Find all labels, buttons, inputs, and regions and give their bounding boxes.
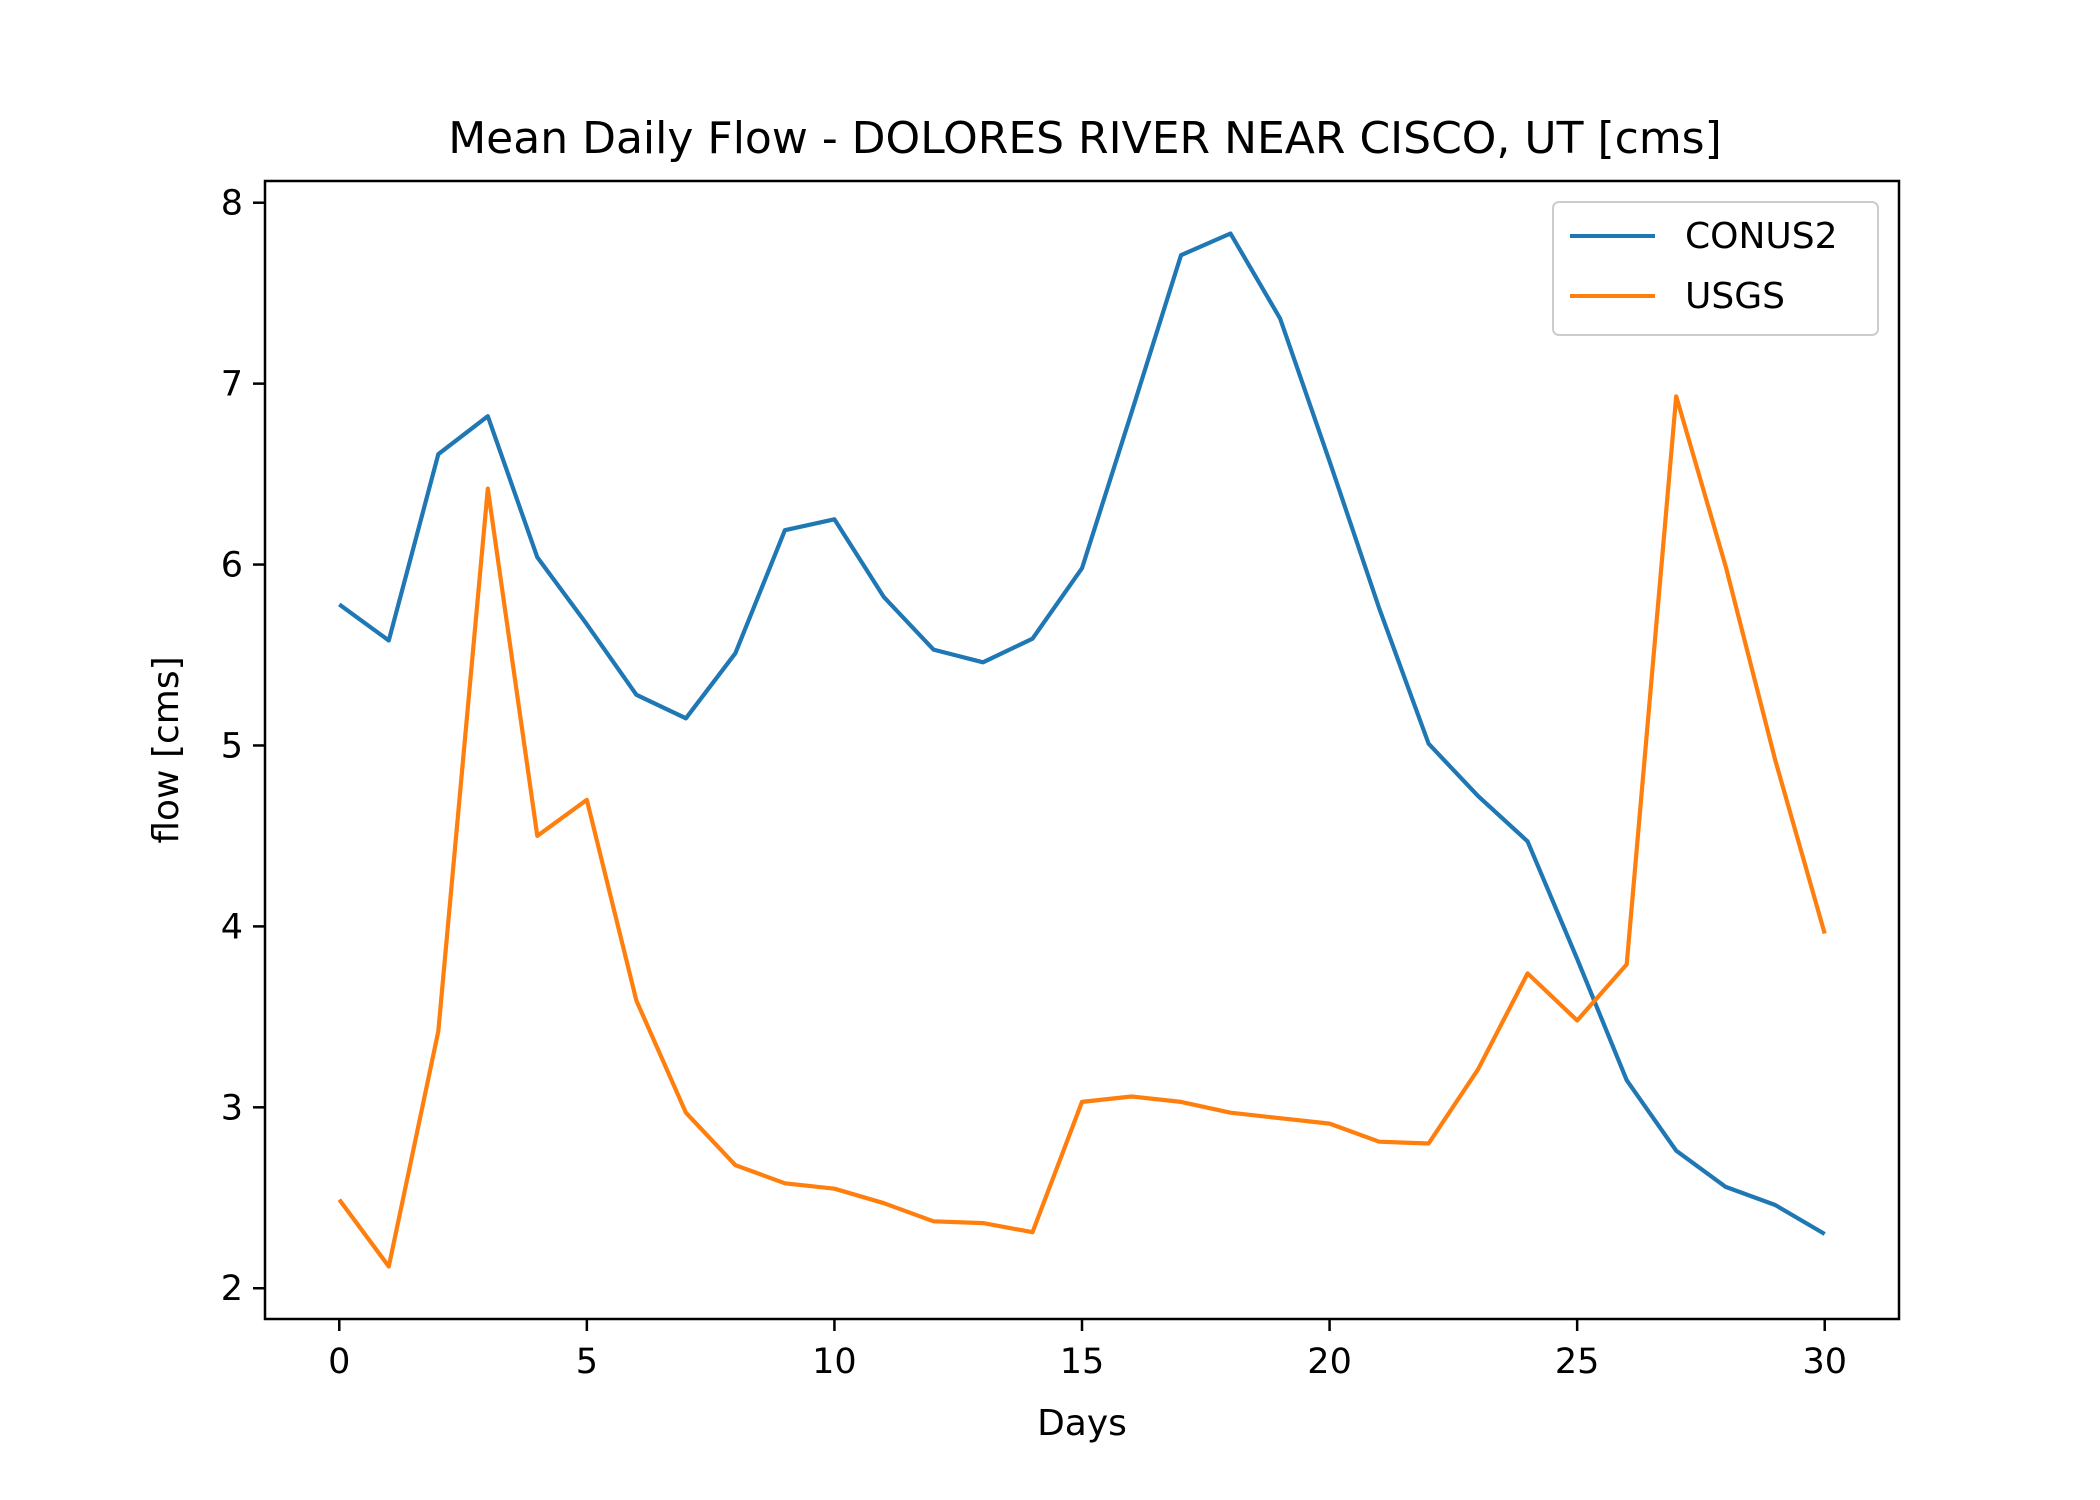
x-tick-label: 15	[1060, 1342, 1105, 1382]
x-tick-label: 10	[812, 1342, 857, 1382]
y-tick-label: 6	[221, 546, 243, 586]
legend-label-usgs: USGS	[1685, 276, 1785, 317]
legend-label-conus2: CONUS2	[1685, 216, 1838, 257]
x-axis-label: Days	[1037, 1403, 1127, 1444]
y-tick-label: 3	[221, 1088, 243, 1128]
y-tick-label: 7	[221, 365, 243, 405]
x-tick-label: 30	[1802, 1342, 1847, 1382]
y-tick-label: 8	[221, 184, 243, 224]
x-tick-label: 5	[576, 1342, 598, 1382]
legend: CONUS2 USGS	[1552, 201, 1879, 336]
series-line-conus2	[338, 231, 1826, 1236]
y-tick-label: 5	[221, 726, 243, 766]
x-tick-label: 0	[328, 1342, 350, 1382]
y-tick-label: 4	[221, 907, 243, 947]
series-layer	[337, 231, 1827, 1269]
y-axis-label: flow [cms]	[146, 656, 187, 843]
y-tick-label: 2	[221, 1269, 243, 1309]
chart-title: Mean Daily Flow - DOLORES RIVER NEAR CIS…	[448, 113, 1722, 164]
x-tick-label: 25	[1555, 1342, 1600, 1382]
x-tick-label: 20	[1307, 1342, 1352, 1382]
y-axis: 2 3 4 5 6 7 8	[221, 184, 265, 1309]
x-axis: 0 5 10 15 20 25 30	[328, 1319, 1847, 1382]
